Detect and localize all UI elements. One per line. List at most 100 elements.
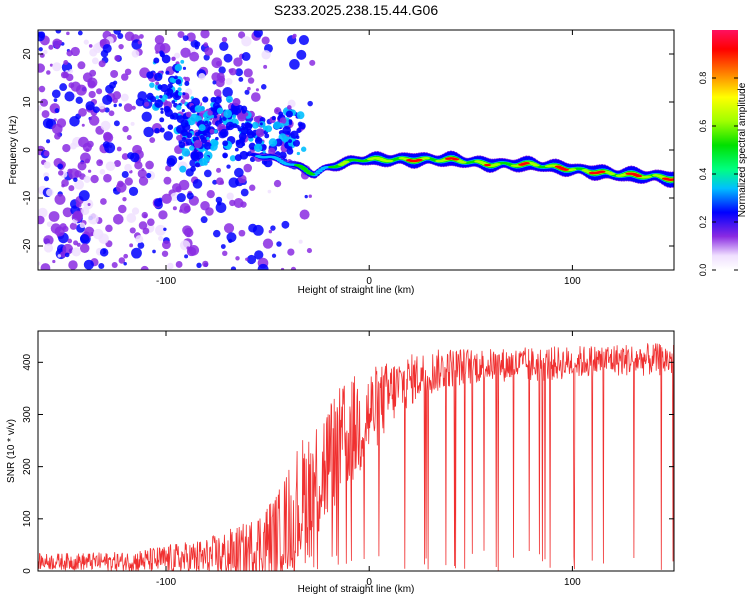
- noise-blob: [139, 34, 144, 39]
- cluster-blob: [234, 147, 239, 152]
- noise-blob: [113, 187, 117, 192]
- cluster-blob: [198, 124, 206, 132]
- noise-blob: [252, 224, 264, 236]
- cluster-blob: [279, 122, 285, 128]
- noise-blob: [105, 84, 114, 94]
- noise-blob: [289, 59, 300, 70]
- cluster-blob: [213, 115, 218, 119]
- noise-blob: [204, 47, 214, 56]
- cluster-blob: [246, 131, 255, 139]
- cluster-blob: [192, 136, 197, 140]
- noise-blob: [237, 31, 246, 39]
- cluster-blob: [181, 148, 191, 157]
- noise-blob: [268, 229, 273, 234]
- noise-blob: [54, 226, 65, 237]
- cluster-blob: [178, 156, 183, 161]
- noise-blob: [121, 73, 129, 81]
- noise-blob: [246, 254, 257, 265]
- cluster-blob: [185, 138, 193, 146]
- noise-blob: [43, 235, 54, 246]
- noise-blob: [255, 88, 259, 92]
- noise-blob: [112, 80, 118, 85]
- noise-blob: [225, 78, 233, 86]
- cluster-blob: [182, 92, 186, 96]
- noise-blob: [129, 227, 136, 234]
- noise-blob: [40, 263, 51, 270]
- noise-blob: [52, 123, 63, 135]
- spectrogram-ytick-label: -10: [22, 190, 33, 205]
- cluster-blob: [265, 125, 273, 133]
- noise-blob: [54, 193, 66, 205]
- noise-blob: [59, 83, 68, 92]
- ridge-cell: [669, 178, 674, 181]
- cluster-blob: [198, 158, 207, 167]
- noise-blob: [233, 57, 243, 67]
- colorbar-tick-label: 0.6: [698, 120, 708, 133]
- noise-blob: [118, 257, 126, 264]
- ridge-cell: [386, 159, 394, 163]
- cluster-blob: [202, 130, 208, 136]
- noise-blob: [292, 33, 297, 38]
- snr-xlabel: Height of straight line (km): [298, 584, 415, 595]
- cluster-blob: [225, 121, 235, 131]
- noise-blob: [247, 77, 255, 84]
- noise-blob: [177, 31, 185, 39]
- noise-blob: [152, 249, 156, 254]
- ridge-cell: [423, 156, 431, 160]
- noise-blob: [280, 267, 285, 270]
- noise-blob: [42, 118, 54, 129]
- noise-blob: [48, 44, 54, 50]
- noise-blob: [102, 94, 113, 105]
- cluster-blob: [194, 162, 201, 168]
- noise-blob: [51, 89, 61, 99]
- noise-blob: [170, 192, 179, 202]
- cluster-blob: [254, 136, 263, 145]
- noise-blob: [77, 61, 86, 70]
- noise-blob: [180, 47, 191, 58]
- noise-blob: [74, 179, 85, 190]
- noise-blob: [144, 101, 150, 107]
- noise-blob: [222, 87, 233, 98]
- noise-blob: [137, 40, 142, 45]
- cluster-blob: [288, 121, 293, 125]
- cluster-blob: [244, 122, 251, 129]
- noise-blob: [183, 227, 194, 238]
- noise-blob: [121, 153, 129, 160]
- noise-blob: [58, 40, 63, 45]
- ridge-cell: [303, 169, 311, 173]
- cluster-blob: [216, 107, 224, 114]
- noise-blob: [235, 68, 243, 77]
- cluster-blob: [231, 114, 237, 119]
- noise-blob: [113, 103, 117, 108]
- noise-blob: [244, 89, 250, 95]
- colorbar-gradient: [712, 30, 738, 270]
- ridge-cell: [522, 161, 530, 165]
- cluster-blob: [296, 128, 302, 134]
- cluster-blob: [237, 127, 242, 132]
- cluster-blob: [190, 166, 196, 172]
- noise-blob: [307, 100, 313, 107]
- noise-blob: [124, 177, 133, 186]
- noise-blob: [271, 253, 277, 258]
- noise-blob: [116, 182, 127, 193]
- noise-blob: [66, 31, 70, 36]
- noise-blob: [75, 96, 83, 104]
- noise-blob: [263, 64, 268, 69]
- cluster-blob: [160, 110, 164, 114]
- noise-blob: [138, 221, 148, 230]
- cluster-blob: [171, 56, 176, 62]
- noise-blob: [43, 150, 50, 157]
- noise-blob: [68, 185, 75, 192]
- noise-blob: [118, 103, 122, 107]
- noise-blob: [238, 229, 246, 237]
- cluster-blob: [181, 109, 185, 113]
- cluster-blob: [153, 57, 160, 64]
- noise-blob: [131, 105, 136, 110]
- noise-blob: [200, 216, 208, 224]
- noise-blob: [87, 77, 98, 88]
- spectrogram-ytick-label: 0: [22, 147, 33, 153]
- cluster-blob: [225, 95, 233, 103]
- noise-blob: [113, 159, 122, 168]
